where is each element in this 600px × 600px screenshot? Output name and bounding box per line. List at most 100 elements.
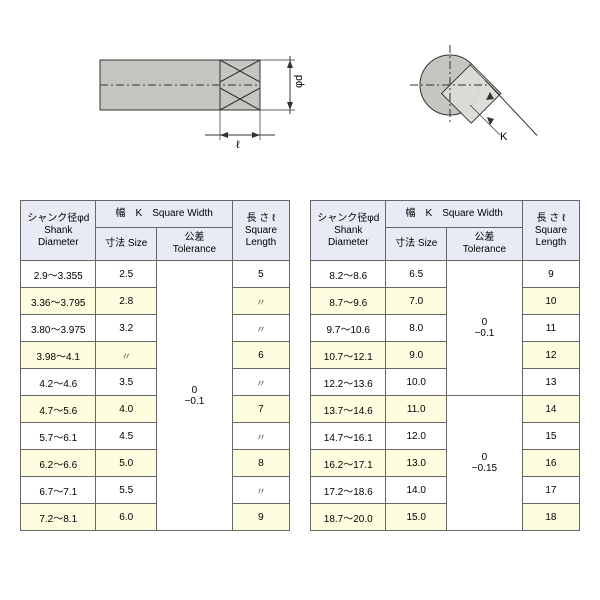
cell-length: 〃 — [232, 369, 289, 396]
cell-diameter: 6.7〜7.1 — [21, 477, 96, 504]
cell-diameter: 14.7〜16.1 — [311, 423, 386, 450]
table-row: 3.98〜4.1 〃 6 — [21, 342, 290, 369]
cell-size: 7.0 — [386, 288, 447, 315]
table-row: 3.80〜3.975 3.2 〃 — [21, 315, 290, 342]
table-row: 16.2〜17.1 13.0 16 — [311, 450, 580, 477]
cell-diameter: 13.7〜14.6 — [311, 396, 386, 423]
spec-table-right: シャンク径φdShankDiameter 幅 K Square Width 長 … — [310, 200, 580, 531]
table-row: 10.7〜12.1 9.0 12 — [311, 342, 580, 369]
cell-size: 13.0 — [386, 450, 447, 477]
cell-length: 11 — [522, 315, 579, 342]
cell-length: 〃 — [232, 423, 289, 450]
cell-tolerance: 0−0.1 — [447, 261, 523, 396]
cell-length: 7 — [232, 396, 289, 423]
cell-diameter: 16.2〜17.1 — [311, 450, 386, 477]
table-row: 5.7〜6.1 4.5 〃 — [21, 423, 290, 450]
cell-length: 14 — [522, 396, 579, 423]
cell-length: 〃 — [232, 288, 289, 315]
table-row: 7.2〜8.1 6.0 9 — [21, 504, 290, 531]
cell-length: 8 — [232, 450, 289, 477]
cell-length: 12 — [522, 342, 579, 369]
cell-size: 6.5 — [386, 261, 447, 288]
table-row: 4.2〜4.6 3.5 〃 — [21, 369, 290, 396]
label-ell: ℓ — [236, 139, 240, 151]
table-row: 4.7〜5.6 4.0 7 — [21, 396, 290, 423]
cell-length: 18 — [522, 504, 579, 531]
cell-length: 〃 — [232, 477, 289, 504]
header-width: 幅 K Square Width — [386, 201, 522, 228]
spec-table-left: シャンク径φdShankDiameter 幅 K Square Width 長 … — [20, 200, 290, 531]
cell-size: 15.0 — [386, 504, 447, 531]
cell-size: 10.0 — [386, 369, 447, 396]
cell-size: 12.0 — [386, 423, 447, 450]
header-length: 長 さ ℓSquareLength — [232, 201, 289, 261]
cell-size: 11.0 — [386, 396, 447, 423]
cell-tolerance: 0−0.15 — [447, 396, 523, 531]
cell-size: 4.0 — [96, 396, 157, 423]
cell-size: 3.5 — [96, 369, 157, 396]
header-shank: シャンク径φdShankDiameter — [21, 201, 96, 261]
header-size: 寸法 Size — [386, 228, 447, 261]
cell-length: 16 — [522, 450, 579, 477]
cell-length: 〃 — [232, 315, 289, 342]
label-k: K — [500, 131, 508, 143]
label-phi-d: φd — [293, 75, 305, 88]
cell-tolerance: 0−0.1 — [157, 261, 233, 531]
table-row: 14.7〜16.1 12.0 15 — [311, 423, 580, 450]
cell-size: 2.5 — [96, 261, 157, 288]
cell-diameter: 18.7〜20.0 — [311, 504, 386, 531]
cell-diameter: 12.2〜13.6 — [311, 369, 386, 396]
cell-diameter: 4.2〜4.6 — [21, 369, 96, 396]
header-length: 長 さ ℓSquareLength — [522, 201, 579, 261]
cell-size: 14.0 — [386, 477, 447, 504]
cell-diameter: 6.2〜6.6 — [21, 450, 96, 477]
cell-length: 17 — [522, 477, 579, 504]
table-row: 6.2〜6.6 5.0 8 — [21, 450, 290, 477]
cell-diameter: 5.7〜6.1 — [21, 423, 96, 450]
cell-diameter: 9.7〜10.6 — [311, 315, 386, 342]
cell-length: 9 — [522, 261, 579, 288]
table-row: 2.9〜3.355 2.50−0.15 — [21, 261, 290, 288]
cell-diameter: 17.2〜18.6 — [311, 477, 386, 504]
cell-size: 9.0 — [386, 342, 447, 369]
cell-length: 15 — [522, 423, 579, 450]
shank-side-view: φd ℓ — [80, 20, 330, 170]
table-row: 8.7〜9.6 7.0 10 — [311, 288, 580, 315]
cell-size: 8.0 — [386, 315, 447, 342]
cell-length: 10 — [522, 288, 579, 315]
cell-diameter: 8.2〜8.6 — [311, 261, 386, 288]
cell-size: 4.5 — [96, 423, 157, 450]
cell-diameter: 3.36〜3.795 — [21, 288, 96, 315]
cell-size: 〃 — [96, 342, 157, 369]
table-row: 9.7〜10.6 8.0 11 — [311, 315, 580, 342]
cell-diameter: 4.7〜5.6 — [21, 396, 96, 423]
cell-size: 5.0 — [96, 450, 157, 477]
cell-length: 9 — [232, 504, 289, 531]
cell-length: 5 — [232, 261, 289, 288]
cell-size: 3.2 — [96, 315, 157, 342]
cell-size: 5.5 — [96, 477, 157, 504]
cell-diameter: 7.2〜8.1 — [21, 504, 96, 531]
table-row: 12.2〜13.6 10.0 13 — [311, 369, 580, 396]
cell-diameter: 3.98〜4.1 — [21, 342, 96, 369]
cell-diameter: 10.7〜12.1 — [311, 342, 386, 369]
cell-size: 6.0 — [96, 504, 157, 531]
shank-end-view: K — [390, 20, 540, 170]
header-size: 寸法 Size — [96, 228, 157, 261]
diagram-region: φd ℓ K — [20, 20, 580, 170]
table-row: 18.7〜20.0 15.0 18 — [311, 504, 580, 531]
table-row: 13.7〜14.6 11.00−0.1514 — [311, 396, 580, 423]
header-shank: シャンク径φdShankDiameter — [311, 201, 386, 261]
tables-region: シャンク径φdShankDiameter 幅 K Square Width 長 … — [20, 200, 580, 531]
cell-diameter: 8.7〜9.6 — [311, 288, 386, 315]
table-row: 17.2〜18.6 14.0 17 — [311, 477, 580, 504]
cell-length: 6 — [232, 342, 289, 369]
cell-size: 2.8 — [96, 288, 157, 315]
cell-diameter: 3.80〜3.975 — [21, 315, 96, 342]
table-row: 6.7〜7.1 5.5 〃 — [21, 477, 290, 504]
header-tolerance: 公差 Tolerance — [157, 228, 233, 261]
header-tolerance: 公差 Tolerance — [447, 228, 523, 261]
cell-diameter: 2.9〜3.355 — [21, 261, 96, 288]
table-row: 3.36〜3.795 2.8 〃 — [21, 288, 290, 315]
cell-length: 13 — [522, 369, 579, 396]
